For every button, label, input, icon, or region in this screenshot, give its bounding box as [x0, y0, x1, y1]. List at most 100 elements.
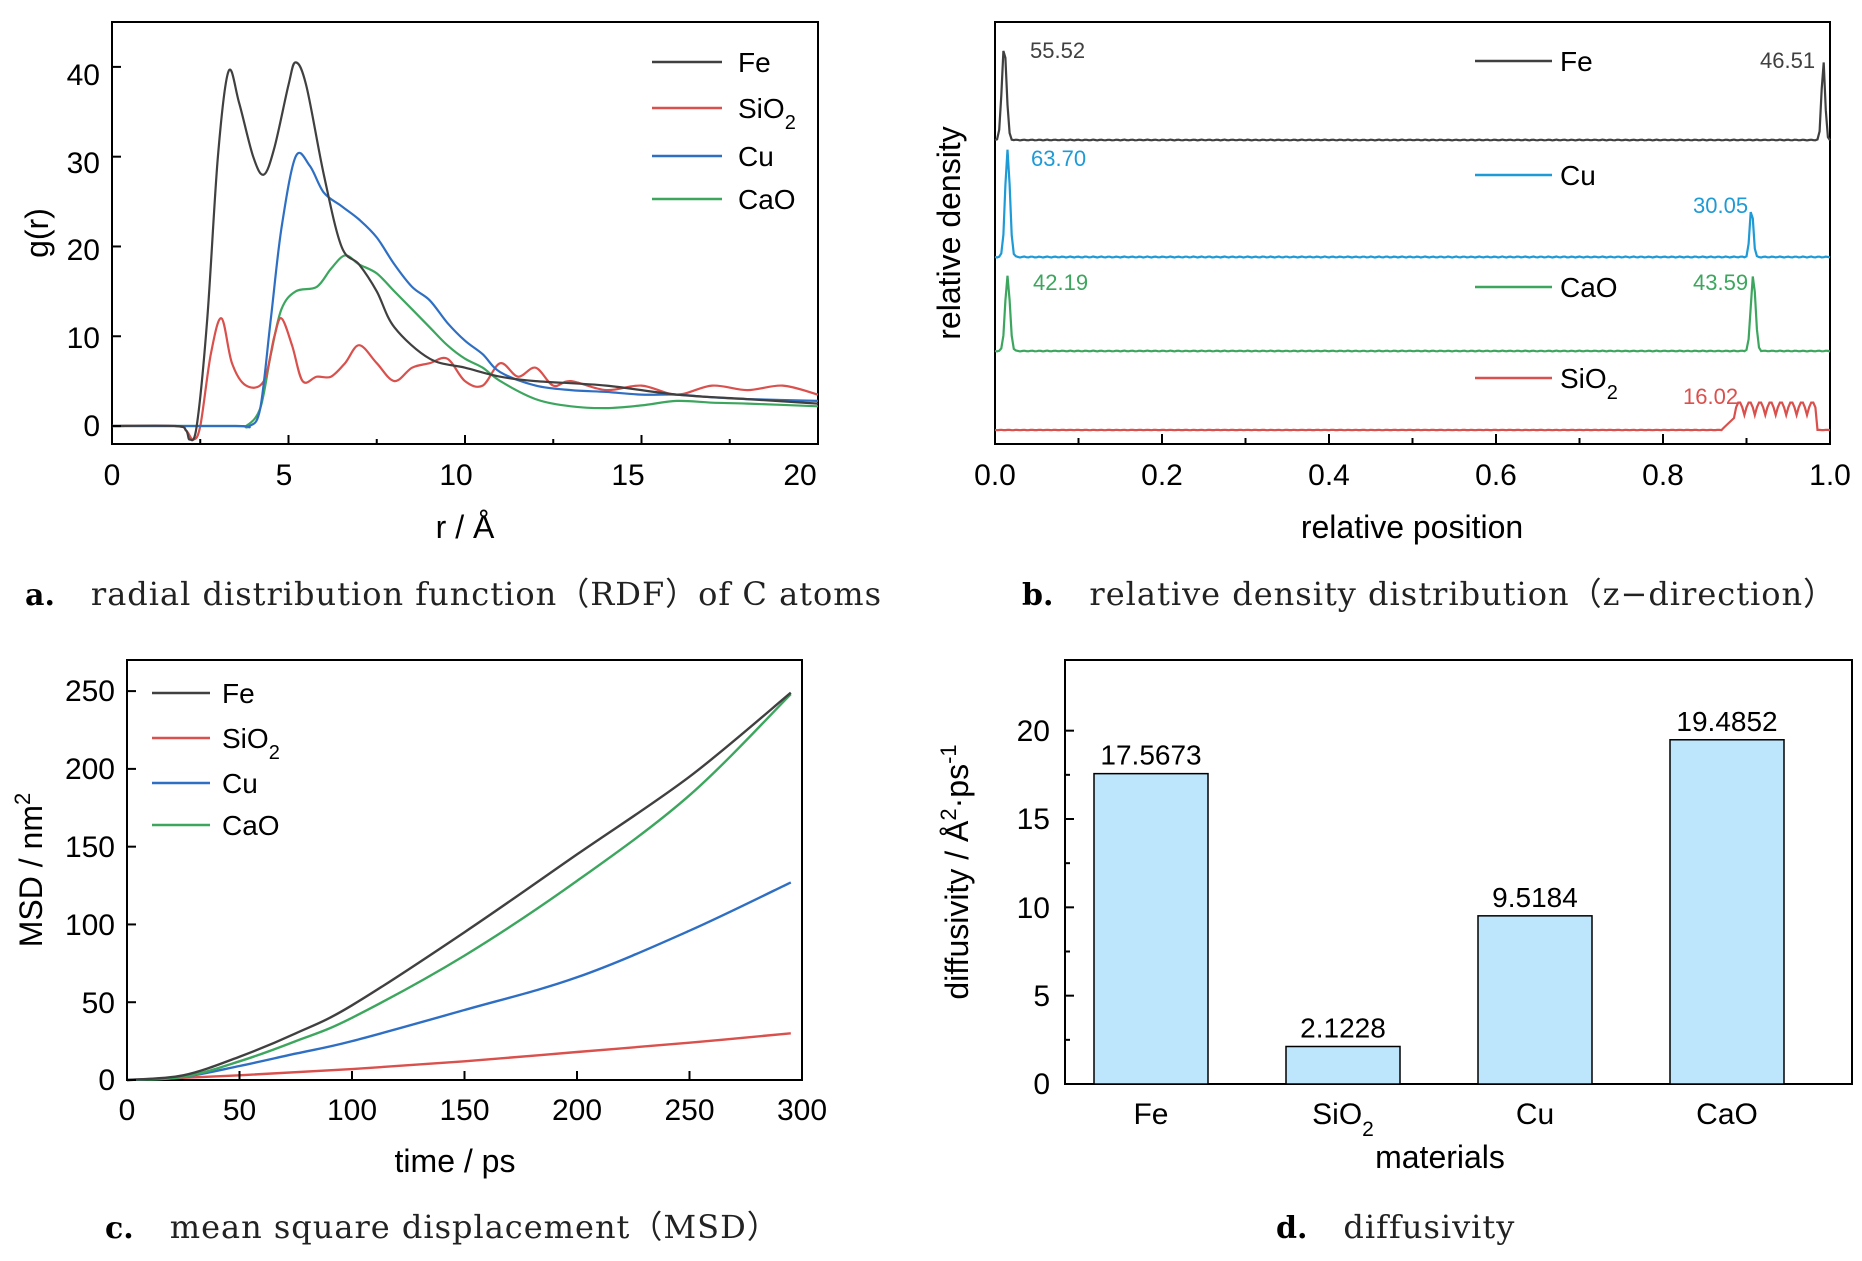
panel-a-y-axis-label: g(r) [19, 208, 55, 258]
panel-d-ytick-label: 0 [1033, 1068, 1050, 1101]
panel-c-xtick-label: 0 [119, 1094, 136, 1127]
legend-label-sio2: SiO2 [1560, 363, 1618, 404]
panel-c-caption-text: mean square displacement（MSD） [170, 1208, 780, 1246]
panel-c-ytick-label: 200 [65, 753, 115, 786]
panel-c-xtick-label: 200 [552, 1094, 602, 1127]
panel-a-series-lines [111, 61, 819, 442]
legend-label-cao: CaO [738, 184, 796, 215]
panel-d-ytick-label: 5 [1033, 980, 1050, 1013]
legend-label-fe: Fe [1560, 46, 1593, 77]
panel-d-bars: 17.5673 2.1228 9.5184 19.4852 [1093, 706, 1785, 1085]
panel-a-y-ticks: 0 10 20 30 40 [67, 59, 100, 443]
panel-c-y-axis-label: MSD / nm2 [10, 793, 50, 947]
panel-a-x-ticks: 0 5 10 15 20 [104, 459, 817, 492]
series-line-cao [126, 693, 792, 1082]
peak-label-fe-right: 46.51 [1760, 48, 1815, 73]
legend-label-cao: CaO [222, 810, 280, 841]
legend-label-cu: Cu [222, 768, 258, 799]
panel-c-letter: c. [105, 1211, 134, 1246]
panel-a-ytick-label: 30 [67, 147, 100, 180]
panel-a-caption-text: radial distribution function（RDF）of C at… [91, 575, 882, 613]
panel-c-msd-chart: 0 50 100 150 200 250 300 0 50 100 150 20… [10, 659, 827, 1246]
bar-value-label: 2.1228 [1300, 1012, 1386, 1043]
bar-sio2 [1285, 1045, 1401, 1085]
peak-label-cao-left: 42.19 [1033, 270, 1088, 295]
panel-a-ytick-label: 40 [67, 59, 100, 92]
panel-a-xtick-label: 15 [611, 459, 644, 492]
density-profile-fe [994, 50, 1831, 142]
panel-c-series-lines [126, 691, 792, 1082]
panel-b-frame [994, 21, 1831, 445]
panel-d-letter: d. [1276, 1211, 1307, 1246]
panel-a-xtick-label: 5 [276, 459, 293, 492]
panel-c-xtick-label: 50 [223, 1094, 256, 1127]
legend-label-fe: Fe [738, 47, 771, 78]
panel-c-ytick-label: 100 [65, 909, 115, 942]
peak-label-cu-left: 63.70 [1031, 146, 1086, 171]
bar-cu [1477, 915, 1593, 1085]
bar-value-label: 19.4852 [1676, 706, 1777, 737]
legend-label-fe: Fe [222, 678, 255, 709]
panel-d-caption: d. diffusivity [1276, 1208, 1515, 1246]
bar-value-label: 17.5673 [1100, 740, 1201, 771]
panel-c-caption: c. mean square displacement（MSD） [105, 1208, 780, 1246]
panel-c-xtick-label: 150 [439, 1094, 489, 1127]
panel-c-xtick-label: 250 [664, 1094, 714, 1127]
panel-b-xtick-label: 0.8 [1642, 459, 1684, 492]
panel-c-ytick-label: 50 [82, 987, 115, 1020]
panel-a-ytick-label: 20 [67, 234, 100, 267]
panel-b-density-chart: 0.0 0.2 0.4 0.6 0.8 1.0 relative positio… [931, 21, 1851, 613]
legend-label-sio2: SiO2 [738, 93, 796, 134]
panel-b-caption-text: relative density distribution（z−directio… [1089, 575, 1836, 613]
panel-d-ytick-label: 15 [1017, 803, 1050, 836]
panel-a-xtick-label: 0 [104, 459, 121, 492]
legend-label-cao: CaO [1560, 272, 1618, 303]
panel-c-x-axis-label: time / ps [395, 1143, 516, 1179]
panel-a-legend: Fe SiO2 Cu CaO [652, 47, 796, 215]
legend-label-cu: Cu [1560, 160, 1596, 191]
series-line-fe [111, 61, 819, 442]
panel-d-ytick-label: 10 [1017, 892, 1050, 925]
panel-a-letter: a. [25, 578, 55, 613]
panel-c-y-ticks: 0 50 100 150 200 250 [65, 675, 115, 1097]
panel-c-ytick-label: 150 [65, 831, 115, 864]
panel-a-xtick-label: 20 [783, 459, 816, 492]
panel-c-legend: Fe SiO2 Cu CaO [152, 678, 280, 841]
peak-label-fe-left: 55.52 [1030, 38, 1085, 63]
panel-d-diffusivity-chart: 0 5 10 15 20 Fe SiO2 Cu CaO materials di… [936, 659, 1853, 1246]
category-label-fe: Fe [1133, 1098, 1168, 1131]
panel-b-series-lines [994, 50, 1831, 432]
panel-c-xtick-label: 300 [777, 1094, 827, 1127]
panel-d-y-ticks: 0 5 10 15 20 [1017, 715, 1050, 1101]
panel-b-x-ticks: 0.0 0.2 0.4 0.6 0.8 1.0 [974, 459, 1851, 492]
category-label-cu: Cu [1516, 1098, 1554, 1131]
peak-label-cu-right: 30.05 [1693, 193, 1748, 218]
legend-label-cu: Cu [738, 141, 774, 172]
panel-b-xtick-label: 0.6 [1475, 459, 1517, 492]
panel-b-caption: b. relative density distribution（z−direct… [1022, 575, 1836, 613]
panel-b-peak-annotations: 55.52 46.51 63.70 30.05 42.19 43.59 16.0… [1030, 38, 1815, 409]
peak-label-cao-right: 43.59 [1693, 270, 1748, 295]
panel-d-category-labels: Fe SiO2 Cu CaO [1133, 1098, 1757, 1141]
series-line-sio2 [111, 317, 819, 441]
panel-b-xtick-label: 0.0 [974, 459, 1016, 492]
panel-a-rdf-chart: 0 5 10 15 20 0 10 20 30 40 r / Å g(r) Fe… [19, 21, 882, 613]
panel-d-ytick-label: 20 [1017, 715, 1050, 748]
panel-d-frame [1064, 659, 1853, 1085]
category-label-sio2: SiO2 [1312, 1098, 1374, 1141]
panel-a-x-axis-label: r / Å [436, 509, 495, 545]
panel-c-x-ticks: 0 50 100 150 200 250 300 [119, 1094, 827, 1127]
panel-c-xtick-label: 100 [327, 1094, 377, 1127]
panel-c-ytick-label: 250 [65, 675, 115, 708]
panel-c-ytick-label: 0 [98, 1064, 115, 1097]
panel-d-y-axis-label: diffusivity / Å2·ps-1 [936, 744, 976, 999]
panel-d-x-axis-label: materials [1375, 1139, 1505, 1175]
panel-b-y-axis-label: relative density [931, 126, 967, 339]
density-profile-cu [994, 149, 1831, 259]
series-line-fe [126, 691, 792, 1082]
panel-b-xtick-label: 1.0 [1809, 459, 1851, 492]
peak-label-sio2: 16.02 [1683, 384, 1738, 409]
bar-value-label: 9.5184 [1492, 882, 1578, 913]
panel-a-ytick-label: 10 [67, 322, 100, 355]
